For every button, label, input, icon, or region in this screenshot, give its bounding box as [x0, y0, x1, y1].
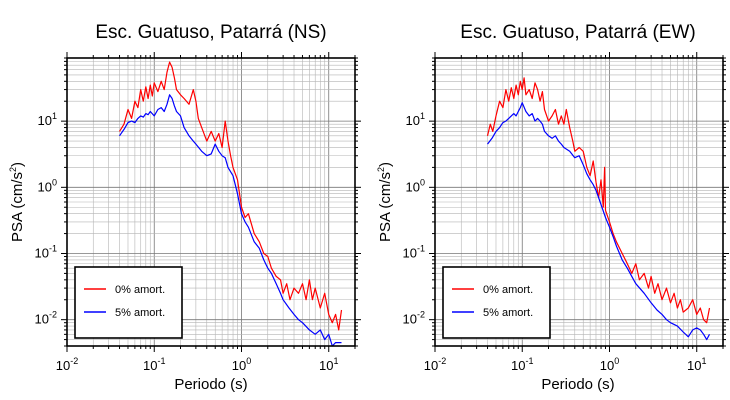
- x-tick-label: 10-2: [56, 356, 78, 373]
- series-line-0: [118, 61, 343, 331]
- plot-area: [118, 61, 343, 347]
- series-line-1: [119, 94, 342, 347]
- legend-label-1: 5% amort.: [483, 307, 533, 319]
- y-axis-label-close: ): [9, 162, 26, 167]
- x-tick-label: 10-2: [424, 356, 446, 373]
- y-axis-label-main: PSA (cm/s: [9, 172, 26, 242]
- y-axis-label: PSA (cm/s2): [8, 162, 26, 242]
- y-tick-label: 100: [38, 177, 57, 194]
- legend: 0% amort. 5% amort.: [442, 266, 551, 339]
- x-tick-label: 101: [687, 356, 706, 373]
- y-tick-label: 10-2: [35, 310, 57, 327]
- y-tick-labels: 10-2 10-1 100 101: [403, 111, 425, 327]
- x-tick-labels: 10-2 10-1 100 101: [56, 356, 339, 373]
- y-tick-label: 100: [406, 177, 425, 194]
- y-axis-label: PSA (cm/s2): [376, 162, 394, 242]
- tick-marks: [61, 52, 361, 352]
- x-tick-label: 100: [600, 356, 619, 373]
- y-tick-label: 101: [406, 111, 425, 128]
- y-axis-label-main: PSA (cm/s: [377, 172, 394, 242]
- legend-box: [442, 266, 551, 339]
- chart-ew: Esc. Guatuso, Patarrá (EW) 10-2 10-1 100 10…: [376, 22, 729, 393]
- series-line-1: [487, 102, 711, 341]
- y-axis-label-sup: 2: [376, 167, 386, 172]
- chart-title: Esc. Guatuso, Patarrá (EW): [460, 22, 695, 43]
- y-tick-label: 10-1: [35, 243, 57, 260]
- plot-area: [486, 77, 711, 341]
- legend-label-0: 0% amort.: [115, 284, 165, 296]
- legend: 0% amort. 5% amort.: [74, 266, 183, 339]
- y-axis-label-close: ): [377, 162, 394, 167]
- tick-marks: [429, 52, 729, 352]
- series-line-0: [486, 77, 711, 324]
- x-tick-label: 101: [319, 356, 338, 373]
- grid: [66, 57, 356, 347]
- x-axis-label: Periodo (s): [174, 376, 247, 393]
- x-tick-labels: 10-2 10-1 100 101: [424, 356, 707, 373]
- x-axis-label: Periodo (s): [541, 376, 614, 393]
- x-tick-label: 10-1: [143, 356, 165, 373]
- y-tick-label: 10-2: [403, 310, 425, 327]
- y-tick-label: 101: [38, 111, 57, 128]
- legend-label-1: 5% amort.: [115, 307, 165, 319]
- legend-box: [74, 266, 183, 339]
- x-tick-label: 100: [232, 356, 251, 373]
- chart-ns: Esc. Guatuso, Patarrá (NS) 10-2 10-1 100 10…: [8, 22, 361, 393]
- y-axis-label-sup: 2: [8, 167, 18, 172]
- chart-title: Esc. Guatuso, Patarrá (NS): [95, 22, 326, 43]
- x-tick-label: 10-1: [511, 356, 533, 373]
- legend-label-0: 0% amort.: [483, 284, 533, 296]
- y-tick-label: 10-1: [403, 243, 425, 260]
- y-tick-labels: 10-2 10-1 100 101: [35, 111, 57, 327]
